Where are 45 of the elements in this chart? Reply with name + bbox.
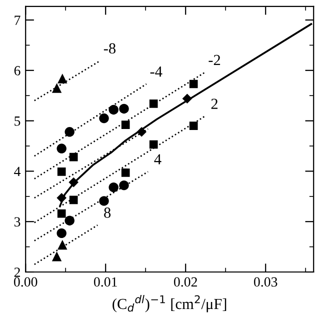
- point: [189, 80, 198, 88]
- y-tick-label: 4: [14, 166, 21, 176]
- point: [121, 168, 130, 177]
- x-tick-label: 0.00: [14, 277, 38, 287]
- series-label: -4: [150, 66, 162, 77]
- point: [58, 240, 68, 250]
- point: [121, 120, 130, 130]
- point: [57, 168, 66, 176]
- x-tick-label: 0.02: [174, 277, 197, 287]
- point: [99, 196, 109, 206]
- point: [189, 122, 198, 130]
- series-label: 8: [104, 208, 111, 218]
- series-label: -8: [104, 43, 116, 54]
- point: [108, 182, 118, 192]
- point: [182, 94, 192, 104]
- point: [64, 127, 74, 137]
- point: [149, 100, 158, 108]
- point: [108, 104, 118, 115]
- point: [99, 113, 109, 124]
- point: [69, 196, 78, 204]
- series-label: 2: [211, 98, 218, 109]
- y-tick-label: 5: [14, 116, 20, 126]
- x-tick-label: 0.01: [94, 277, 117, 287]
- point: [119, 104, 129, 114]
- point: [149, 140, 158, 149]
- y-tick-label: 3: [14, 217, 20, 227]
- y-tick-label: 7: [14, 16, 20, 25]
- point: [58, 74, 68, 84]
- point: [69, 152, 78, 162]
- point: [52, 252, 62, 262]
- point: [52, 83, 62, 93]
- point: [64, 216, 74, 226]
- point: [56, 144, 66, 154]
- x-tick-label: 0.03: [254, 277, 278, 287]
- series-label: 4: [154, 154, 162, 164]
- x-axis-title: (C$_{d}$$^{dl}$)$^{−1}$ [cm$^{2}$/μF]: [112, 295, 226, 312]
- point: [136, 126, 147, 137]
- point: [68, 177, 79, 188]
- y-tick-label: 2: [14, 268, 20, 277]
- point: [56, 228, 66, 238]
- series-label: -2: [208, 54, 220, 65]
- y-tick-label: 6: [14, 66, 20, 76]
- point: [119, 180, 129, 190]
- point: [56, 193, 67, 203]
- point: [57, 209, 66, 218]
